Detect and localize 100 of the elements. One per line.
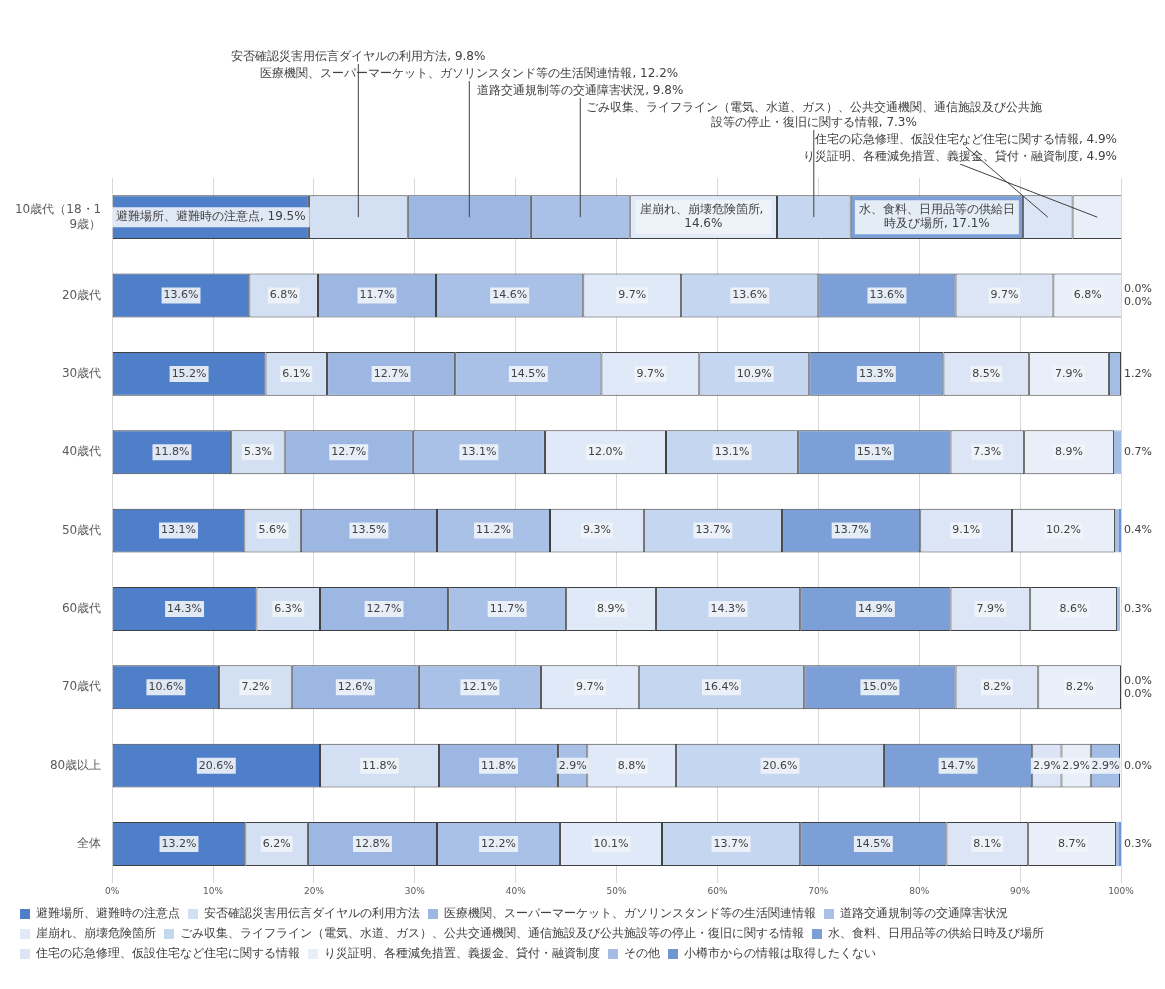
y-tick-label: 30歳代 bbox=[61, 366, 102, 381]
data-label: 13.1% bbox=[161, 523, 196, 537]
data-label: 水、食料、日用品等の供給日時及び場所, 17.1% bbox=[858, 202, 1015, 231]
legend-label: 医療機関、スーパーマーケット、ガソリンスタンド等の生活関連情報 bbox=[444, 906, 816, 921]
y-tick-label: 50歳代 bbox=[61, 522, 102, 537]
data-label: 2.9% bbox=[1062, 758, 1091, 772]
x-tick-label: 50% bbox=[606, 885, 628, 896]
data-label: 8.5% bbox=[972, 366, 1001, 380]
x-tick-label: 30% bbox=[404, 885, 426, 896]
data-label: 13.7% bbox=[833, 523, 869, 537]
data-label: 避難場所、避難時の注意点, 19.5% bbox=[115, 209, 306, 224]
data-label: 11.8% bbox=[154, 445, 190, 459]
data-label: 13.3% bbox=[858, 366, 894, 380]
legend-label: ごみ収集、ライフライン（電気、水道、ガス）、公共交通機関、通信施設及び公共施設等の停止・復旧に関する情報 bbox=[180, 926, 804, 941]
data-label: 5.3% bbox=[243, 445, 272, 459]
data-label: 10.2% bbox=[1046, 523, 1081, 537]
data-label: 11.8% bbox=[481, 758, 517, 772]
data-label: 15.2% bbox=[171, 366, 207, 380]
legend-label: 小樽市からの情報は取得したくない bbox=[684, 946, 876, 961]
x-tick-label: 0% bbox=[105, 885, 120, 896]
data-label: 0.0% bbox=[1124, 686, 1152, 700]
data-label: 0.3% bbox=[1124, 836, 1152, 850]
data-label: 15.0% bbox=[862, 680, 898, 694]
legend-label: 住宅の応急修理、仮設住宅など住宅に関する情報 bbox=[35, 946, 300, 961]
data-label: 12.0% bbox=[588, 445, 623, 459]
x-tick-label: 90% bbox=[1010, 885, 1031, 896]
data-label: 0.0% bbox=[1124, 294, 1152, 308]
data-label: 7.9% bbox=[1055, 366, 1084, 380]
data-label: 2.9% bbox=[558, 758, 587, 772]
data-label: 9.3% bbox=[582, 523, 611, 537]
data-label: 14.7% bbox=[940, 758, 976, 772]
data-label: 11.2% bbox=[476, 523, 511, 537]
data-label: 8.8% bbox=[617, 758, 646, 772]
data-label: 11.7% bbox=[359, 288, 395, 302]
data-label: 9.7% bbox=[990, 288, 1019, 302]
data-label: 13.6% bbox=[869, 288, 905, 302]
data-label: 11.8% bbox=[362, 758, 397, 772]
data-label: 14.3% bbox=[167, 601, 203, 615]
data-label: 0.0% bbox=[1124, 281, 1152, 295]
data-label: 2.9% bbox=[1032, 758, 1061, 772]
data-label: 0.4% bbox=[1124, 523, 1152, 537]
legend-label: 道路交通規制等の交通障害状況 bbox=[840, 906, 1008, 921]
data-label: 9.7% bbox=[575, 680, 604, 694]
data-label: 13.1% bbox=[714, 445, 750, 459]
data-label: 14.9% bbox=[857, 601, 893, 615]
data-label: 0.0% bbox=[1124, 758, 1152, 772]
data-label: 14.6% bbox=[492, 288, 528, 302]
data-label: 6.1% bbox=[282, 366, 311, 380]
bar bbox=[1114, 508, 1119, 553]
y-tick-label: 全体 bbox=[77, 836, 102, 851]
data-label: 10.1% bbox=[593, 836, 629, 850]
data-label: 11.7% bbox=[489, 601, 525, 615]
legend-label: 水、食料、日用品等の供給日時及び場所 bbox=[828, 926, 1044, 941]
data-label: 8.9% bbox=[1055, 445, 1084, 459]
data-label: 16.4% bbox=[704, 680, 739, 694]
data-label: 住宅の応急修理、仮設住宅など住宅に関する情報, 4.9% bbox=[813, 131, 1117, 146]
data-label: 13.7% bbox=[713, 836, 749, 850]
data-label: 9.7% bbox=[618, 288, 647, 302]
data-label: 20.6% bbox=[762, 758, 798, 772]
data-label: 13.6% bbox=[732, 288, 768, 302]
x-tick-label: 80% bbox=[909, 885, 930, 896]
data-label: 8.1% bbox=[973, 836, 1002, 850]
x-tick-label: 10% bbox=[203, 885, 224, 896]
data-label: 10.6% bbox=[148, 680, 184, 694]
data-label: 12.1% bbox=[462, 680, 498, 694]
x-tick-label: 100% bbox=[1108, 885, 1135, 896]
legend-label: 安否確認災害用伝言ダイヤルの利用方法 bbox=[204, 906, 420, 921]
data-label: 5.6% bbox=[258, 523, 287, 537]
data-label: 2.9% bbox=[1091, 758, 1120, 772]
data-label: 12.6% bbox=[337, 680, 373, 694]
x-tick-label: 40% bbox=[505, 885, 527, 896]
data-label: 9.7% bbox=[636, 366, 665, 380]
data-label: 1.2% bbox=[1124, 366, 1152, 380]
data-label: 15.1% bbox=[856, 445, 892, 459]
data-label: 7.9% bbox=[976, 601, 1005, 615]
data-label: 10.9% bbox=[736, 366, 772, 380]
data-label: ごみ収集、ライフライン（電気、水道、ガス）、公共交通機関、通信施設及び公共施設等の停止・復旧に関する情報, 7.3% bbox=[585, 99, 1042, 129]
legend-label: その他 bbox=[624, 946, 660, 961]
data-label: 12.2% bbox=[481, 836, 517, 850]
data-label: 8.2% bbox=[1065, 680, 1094, 694]
y-tick-label: 70歳代 bbox=[61, 679, 102, 694]
data-label: 9.1% bbox=[952, 523, 981, 537]
data-label: 13.1% bbox=[461, 445, 497, 459]
data-label: 8.2% bbox=[982, 680, 1011, 694]
data-label: 崖崩れ、崩壊危険箇所, 14.6% bbox=[639, 202, 768, 231]
data-label: 8.7% bbox=[1058, 836, 1087, 850]
data-label: 0.3% bbox=[1124, 601, 1152, 615]
data-label: 13.5% bbox=[351, 523, 387, 537]
data-label: 13.7% bbox=[695, 523, 731, 537]
data-label: 道路交通規制等の交通障害状況, 9.8% bbox=[477, 82, 684, 97]
bar bbox=[1113, 430, 1121, 475]
legend-label: 避難場所、避難時の注意点 bbox=[36, 906, 180, 921]
data-label: 0.0% bbox=[1124, 673, 1152, 687]
y-tick-label: 10歳代（18・19歳） bbox=[14, 202, 102, 231]
data-label: 安否確認災害用伝言ダイヤルの利用方法, 9.8% bbox=[231, 48, 486, 63]
data-label: 6.8% bbox=[1073, 288, 1102, 302]
data-label: 6.3% bbox=[274, 601, 303, 615]
data-label: 8.9% bbox=[597, 601, 626, 615]
legend-label: り災証明、各種減免措置、義援金、貸付・融資制度 bbox=[324, 946, 600, 961]
data-label: 14.5% bbox=[510, 366, 546, 380]
